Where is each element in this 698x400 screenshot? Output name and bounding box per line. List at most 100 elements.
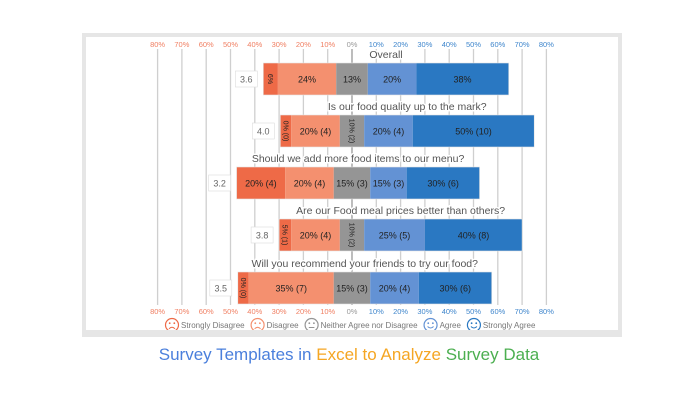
bar-label: 20% (4) xyxy=(294,179,326,189)
legend-face-icon-mouth xyxy=(470,326,478,329)
legend-face-icon xyxy=(423,317,438,330)
x-tick-label-bottom: 30% xyxy=(417,307,432,316)
x-tick-label-top: 70% xyxy=(174,40,189,49)
legend-label: Neither Agree nor Disagree xyxy=(321,321,418,330)
category-label: Are our Food meal prices better than oth… xyxy=(296,205,505,217)
bar-segment xyxy=(418,272,492,304)
category-label: Is our food quality up to the mark? xyxy=(328,101,487,113)
x-tick-label-bottom: 80% xyxy=(539,307,554,316)
x-tick-label-bottom: 20% xyxy=(296,307,311,316)
bar-segment xyxy=(364,115,413,147)
bar-label: 20% xyxy=(383,75,401,85)
bar-label: 50% (10) xyxy=(455,127,492,137)
legend-face-icon-eye xyxy=(475,322,478,325)
bar-segment xyxy=(412,115,535,147)
legend-face-icon xyxy=(304,317,319,330)
bar-segment xyxy=(236,167,286,199)
category-label: Overall xyxy=(369,49,402,61)
bar-segment xyxy=(406,167,480,199)
bar-segment xyxy=(291,219,340,251)
score-label: 3.2 xyxy=(213,179,226,189)
bar-label: 13% xyxy=(343,75,361,85)
bar-segment xyxy=(248,272,334,304)
diverging-bar-chart: 80% 80% 70% 70% 60% 60% 50% 50% 40% 40% 30% 30% 20% 2… xyxy=(150,40,554,330)
x-tick-label-bottom: 40% xyxy=(247,307,262,316)
legend-face-icon-eye xyxy=(168,322,171,325)
x-tick-label-bottom: 50% xyxy=(466,307,481,316)
x-tick-label-bottom: 10% xyxy=(320,307,335,316)
bar-segment xyxy=(279,219,292,251)
chart-area: 80% 80% 70% 70% 60% 60% 50% 50% 40% 40% 30% 30% 20% 2… xyxy=(86,37,618,330)
bar-outline xyxy=(263,62,510,96)
x-tick-label-bottom: 30% xyxy=(272,307,287,316)
bar-label: 30% (6) xyxy=(427,179,459,189)
bar-segment xyxy=(336,63,368,95)
bar-label: 25% (5) xyxy=(379,231,411,241)
x-tick-label-top: 20% xyxy=(296,40,311,49)
bar-segment xyxy=(277,63,337,95)
legend-label: Strongly Disagree xyxy=(181,321,245,330)
bar-segment xyxy=(333,272,371,304)
score-box xyxy=(235,70,258,88)
x-tick-label-bottom: 70% xyxy=(515,307,530,316)
bar-segment xyxy=(339,219,365,251)
score-label: 3.6 xyxy=(240,75,253,85)
legend-face-icon-eye xyxy=(258,322,261,325)
legend-face-icon-mouth xyxy=(168,326,176,330)
legend-face-icon-eye xyxy=(470,322,473,325)
category-label: Will you recommend your friends to try o… xyxy=(252,258,479,270)
bar-label: 15% (3) xyxy=(373,179,405,189)
bar-outline xyxy=(280,114,535,148)
x-tick-label-bottom: 70% xyxy=(174,307,189,316)
score-box xyxy=(250,226,274,244)
category-label: Should we add more food items to our men… xyxy=(252,153,465,165)
bar-segment xyxy=(333,167,371,199)
x-tick-label-top: 0% xyxy=(347,40,358,49)
legend-face-icon-eye xyxy=(431,322,434,325)
x-tick-label-top: 70% xyxy=(515,40,530,49)
bar-segment xyxy=(416,63,509,95)
legend-face-icon-eye xyxy=(313,322,315,325)
bar-segment xyxy=(280,115,292,147)
legend-face-icon-eye xyxy=(254,322,257,325)
bar-label: 6% xyxy=(266,74,273,84)
bar-label: 30% (6) xyxy=(440,284,472,294)
bar-segment xyxy=(364,219,425,251)
bar-label: 5% (1) xyxy=(281,225,288,246)
chart-frame: 80% 80% 70% 70% 60% 60% 50% 50% 40% 40% 30% 30% 20% 2… xyxy=(82,33,622,337)
bar-segment xyxy=(285,167,334,199)
score-box xyxy=(252,122,275,140)
bar-label: 10% (2) xyxy=(348,223,355,248)
x-tick-label-top: 80% xyxy=(150,40,165,49)
x-tick-label-bottom: 10% xyxy=(369,307,384,316)
legend-face-icon-eye xyxy=(173,322,176,325)
bar-label: 20% (4) xyxy=(300,231,332,241)
bar-label: 20% (4) xyxy=(300,127,332,137)
bar-label: 20% (4) xyxy=(245,179,277,189)
bar-outline xyxy=(236,166,480,200)
legend-face-icon xyxy=(466,317,482,330)
caption-part-1: Survey Templates in xyxy=(158,345,317,364)
bar-label: 0% (0) xyxy=(281,121,288,142)
x-tick-label-bottom: 50% xyxy=(223,307,238,316)
x-tick-label-bottom: 60% xyxy=(490,307,505,316)
bar-label: 20% (4) xyxy=(373,127,405,137)
bar-segment xyxy=(367,63,417,95)
bar-segment xyxy=(263,63,278,95)
bar-label: 40% (8) xyxy=(458,231,490,241)
bar-label: 24% xyxy=(298,75,316,85)
bar-label: 10% (2) xyxy=(348,119,355,144)
score-label: 4.0 xyxy=(257,127,270,137)
x-tick-label-bottom: 0% xyxy=(347,307,358,316)
x-tick-label-top: 50% xyxy=(223,40,238,49)
bar-segment xyxy=(291,115,340,147)
bar-outline xyxy=(237,271,493,305)
legend-face-icon xyxy=(250,317,265,330)
legend-label: Strongly Agree xyxy=(483,321,536,330)
x-tick-label-top: 60% xyxy=(490,40,505,49)
bar-segment xyxy=(424,219,523,251)
legend-face-icon xyxy=(164,317,180,330)
legend-face-icon-eye xyxy=(427,322,430,325)
bar-label: 20% (4) xyxy=(379,284,411,294)
legend-label: Disagree xyxy=(267,321,300,330)
